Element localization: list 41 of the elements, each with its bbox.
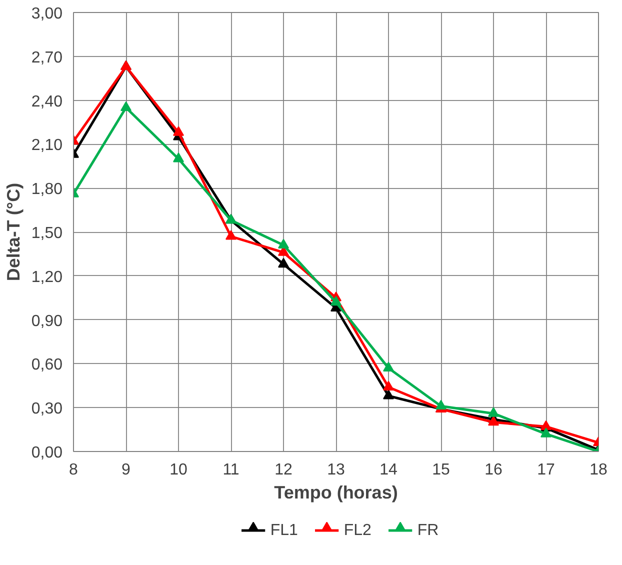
y-tick-label: 2,10: [31, 137, 63, 154]
legend-label: FL1: [270, 522, 298, 539]
point: [383, 380, 394, 390]
y-tick-label: 0,90: [31, 312, 63, 330]
y-axis-title: Delta-T (°C): [3, 182, 24, 282]
y-tick-label: 0,60: [31, 356, 63, 374]
x-tick-label: 14: [380, 462, 398, 478]
y-tick-label: 2,70: [31, 49, 63, 66]
point: [540, 428, 552, 438]
x-tick-label: 12: [274, 462, 292, 478]
point: [488, 416, 499, 426]
x-tick-label: 13: [327, 462, 345, 478]
y-tick-label: 1,50: [31, 225, 63, 242]
point: [488, 407, 499, 417]
point: [436, 400, 446, 410]
point: [278, 238, 289, 249]
y-tick-label: 0,30: [31, 400, 63, 418]
x-tick-label: 18: [590, 462, 608, 478]
y-tick-label: 1,20: [31, 268, 63, 286]
point: [278, 258, 289, 268]
x-tick-label: 11: [222, 462, 240, 478]
y-tick-label: 3,00: [31, 6, 63, 22]
point: [226, 230, 236, 240]
x-axis-title: Tempo (horas): [274, 482, 398, 502]
legend-label: FL2: [344, 522, 372, 539]
point: [330, 296, 342, 306]
y-tick-label: 2,40: [31, 93, 63, 110]
x-tick-label: 15: [432, 462, 450, 478]
x-tick-label: 9: [122, 462, 131, 478]
point: [173, 152, 184, 162]
legend-label: FR: [417, 522, 439, 539]
x-tick-label: 10: [170, 462, 188, 478]
y-tick-label: 0,00: [31, 444, 63, 462]
point: [173, 126, 184, 136]
point: [383, 362, 394, 372]
point: [120, 101, 132, 112]
x-tick-label: 8: [69, 462, 78, 478]
point: [383, 390, 394, 400]
x-tick-label: 17: [537, 462, 555, 478]
y-tick-label: 1,80: [31, 181, 63, 198]
x-tick-label: 16: [484, 462, 502, 478]
